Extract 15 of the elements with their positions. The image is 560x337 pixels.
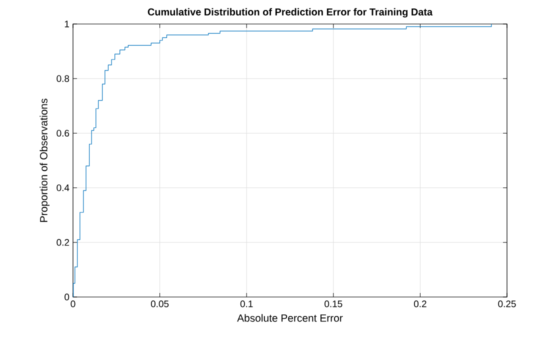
y-axis-title: Proportion of Observations [40, 98, 50, 222]
y-tick-label: 0.4 [56, 184, 70, 192]
y-tick-label: 0.2 [56, 239, 70, 246]
x-tick-label: 0.2 [414, 300, 426, 308]
y-tick-label: 0.6 [56, 130, 70, 137]
x-tick-label: 0 [70, 300, 76, 308]
x-tick-label: 0.15 [324, 300, 342, 308]
y-tick-label: 0.8 [56, 75, 70, 82]
y-tick-label: 1 [64, 20, 70, 28]
x-tick-label: 0.1 [240, 300, 253, 308]
chart-title: Cumulative Distribution of Prediction Error for Training Data [148, 8, 433, 18]
y-tick-label: 0 [64, 294, 70, 300]
x-axis-title: Absolute Percent Error [237, 314, 343, 322]
x-tick-label: 0.05 [150, 300, 169, 308]
x-tick-label: 0.25 [498, 300, 516, 308]
